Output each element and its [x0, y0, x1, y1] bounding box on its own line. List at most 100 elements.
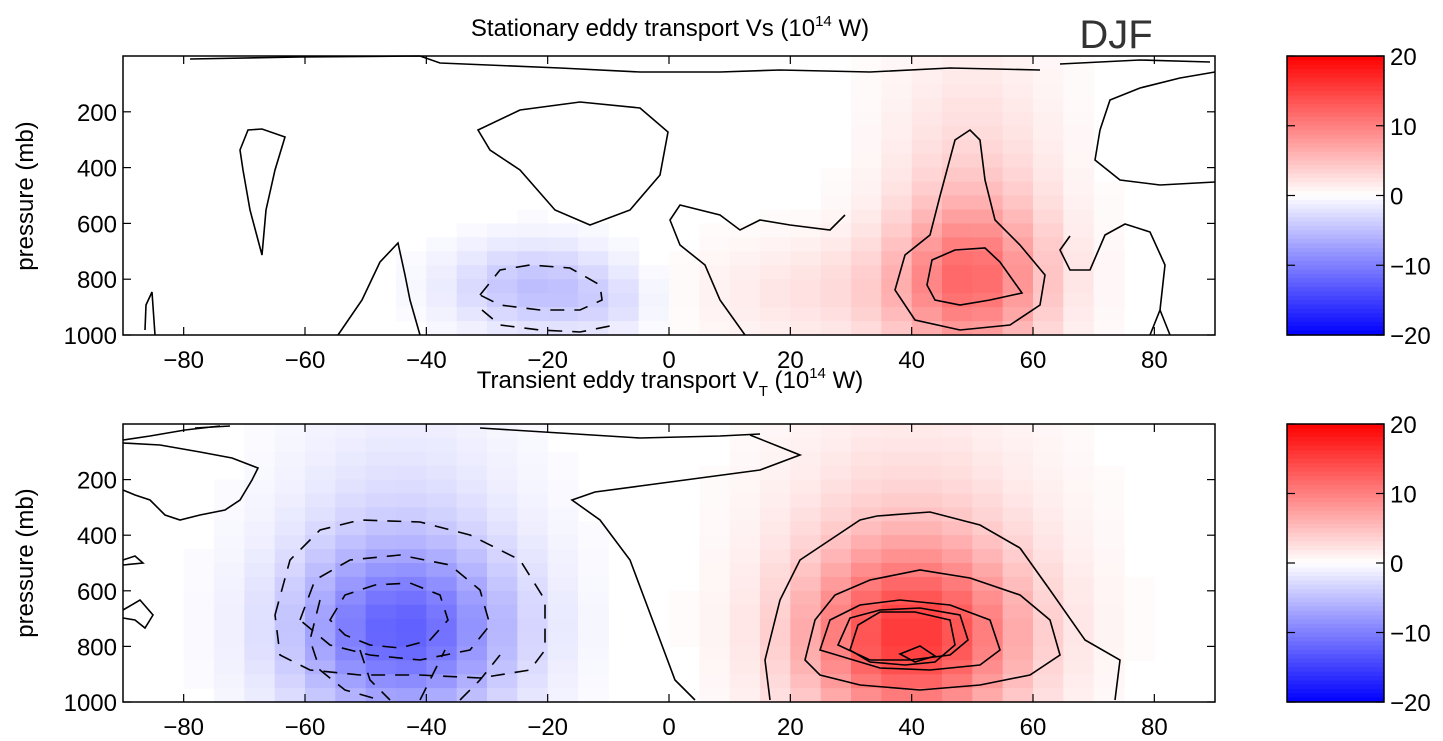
heatmap-cell [911, 139, 943, 155]
heatmap-cell [911, 153, 943, 169]
heatmap-cell [942, 618, 973, 634]
colorbar-cell [1287, 173, 1384, 179]
heatmap-cell [578, 223, 609, 238]
colorbar-cell [1287, 247, 1384, 253]
heatmap-cell [972, 279, 1004, 294]
heatmap-cell [547, 493, 579, 508]
heatmap-cell [335, 632, 367, 647]
heatmap-cell [456, 521, 488, 536]
title-transient: Transient eddy transport VT (1014 W) [477, 365, 863, 400]
heatmap-cell [851, 576, 882, 592]
heatmap-cell [547, 646, 579, 661]
heatmap-cell [881, 479, 913, 495]
heatmap-cell [790, 307, 822, 322]
colorbar-cell [1287, 178, 1384, 184]
heatmap-cell [426, 451, 458, 467]
heatmap-cell [972, 507, 1004, 522]
ylabel-stationary: pressure (mb) [12, 121, 39, 270]
heatmap-cell [760, 521, 791, 536]
colorbar-cell [1287, 554, 1384, 560]
colorbar-cell [1287, 463, 1384, 469]
heatmap-cell [244, 674, 276, 689]
heatmap-cell [244, 535, 276, 550]
heatmap-cell [851, 660, 882, 675]
heatmap-cell [851, 632, 882, 647]
heatmap-cell [1033, 125, 1064, 141]
heatmap-cell [547, 465, 579, 481]
heatmap-cell [1002, 535, 1034, 550]
heatmap-cell [456, 563, 488, 578]
heatmap-cell [729, 646, 761, 661]
heatmap-cell [1033, 97, 1064, 113]
heatmap-cell [1002, 97, 1034, 113]
heatmap-cell [1063, 251, 1095, 266]
colorbar-cell [1287, 558, 1384, 564]
heatmap-cell [1002, 590, 1034, 606]
heatmap-cell [214, 535, 245, 550]
heatmap-cell [942, 279, 973, 294]
heatmap-cell [1002, 321, 1034, 336]
heatmap-cell [851, 153, 882, 169]
contour-line [476, 101, 669, 226]
heatmap-cell [790, 437, 822, 453]
colorbar-cell [1287, 265, 1384, 271]
heatmap-cell [790, 265, 822, 280]
heatmap-cell [1093, 493, 1125, 508]
heatmap-cell [760, 549, 791, 564]
colorbar-cell [1287, 304, 1384, 310]
heatmap-cell [760, 237, 791, 252]
heatmap-cell [517, 251, 549, 266]
contour-line [898, 645, 937, 663]
heatmap-cell [729, 465, 761, 481]
heatmap-cell [1033, 493, 1064, 508]
contour-line [479, 427, 761, 439]
heatmap-cell [1002, 507, 1034, 522]
heatmap-cell [881, 153, 913, 169]
heatmap-cell [638, 321, 670, 336]
heatmap-cell [942, 237, 973, 252]
heatmap-cell [426, 549, 458, 564]
colorbar-cell [1287, 321, 1384, 327]
colorbar-cell [1287, 445, 1384, 451]
contour-line [764, 515, 878, 701]
contour-line [1099, 71, 1216, 131]
heatmap-cell [517, 437, 549, 453]
heatmap-cell [214, 618, 245, 634]
heatmap-cell [1033, 70, 1064, 85]
heatmap-cell [699, 223, 731, 238]
colorbar-cell [1287, 330, 1384, 336]
x-tick-label: 80 [1141, 347, 1168, 374]
heatmap-cell [881, 111, 913, 127]
contour-line [894, 128, 1046, 331]
heatmap-cell [911, 307, 943, 322]
heatmap-cell [244, 451, 276, 467]
colorbar-cell [1287, 489, 1384, 495]
colorbar-cell [1287, 160, 1384, 166]
colorbar-cell [1287, 632, 1384, 638]
heatmap-cell [790, 424, 822, 439]
heatmap-cell [1002, 646, 1034, 661]
heatmap-cell [881, 465, 913, 481]
heatmap-cell [729, 674, 761, 689]
colorbar-cell [1287, 156, 1384, 162]
heatmap-cell [851, 139, 882, 155]
colorbar-cell [1287, 169, 1384, 175]
heatmap-cell [760, 321, 791, 336]
heatmap-cell [1063, 111, 1095, 127]
heatmap-cell [365, 674, 397, 689]
heatmap-cell [1093, 265, 1125, 280]
heatmap-cell [1033, 576, 1064, 592]
heatmap-cell [517, 632, 549, 647]
heatmap-cell [729, 293, 761, 308]
heatmap-cell [547, 632, 579, 647]
heatmap-cell [729, 279, 761, 294]
heatmap-cell [729, 688, 761, 703]
heatmap-cell [274, 590, 306, 606]
heatmap-cell [1002, 465, 1034, 481]
heatmap-cell [820, 279, 852, 294]
heatmap-cell [790, 688, 822, 703]
heatmap-cell [244, 576, 276, 592]
heatmap-cell [547, 451, 579, 467]
heatmap-cell [244, 632, 276, 647]
heatmap-cell [274, 604, 306, 620]
